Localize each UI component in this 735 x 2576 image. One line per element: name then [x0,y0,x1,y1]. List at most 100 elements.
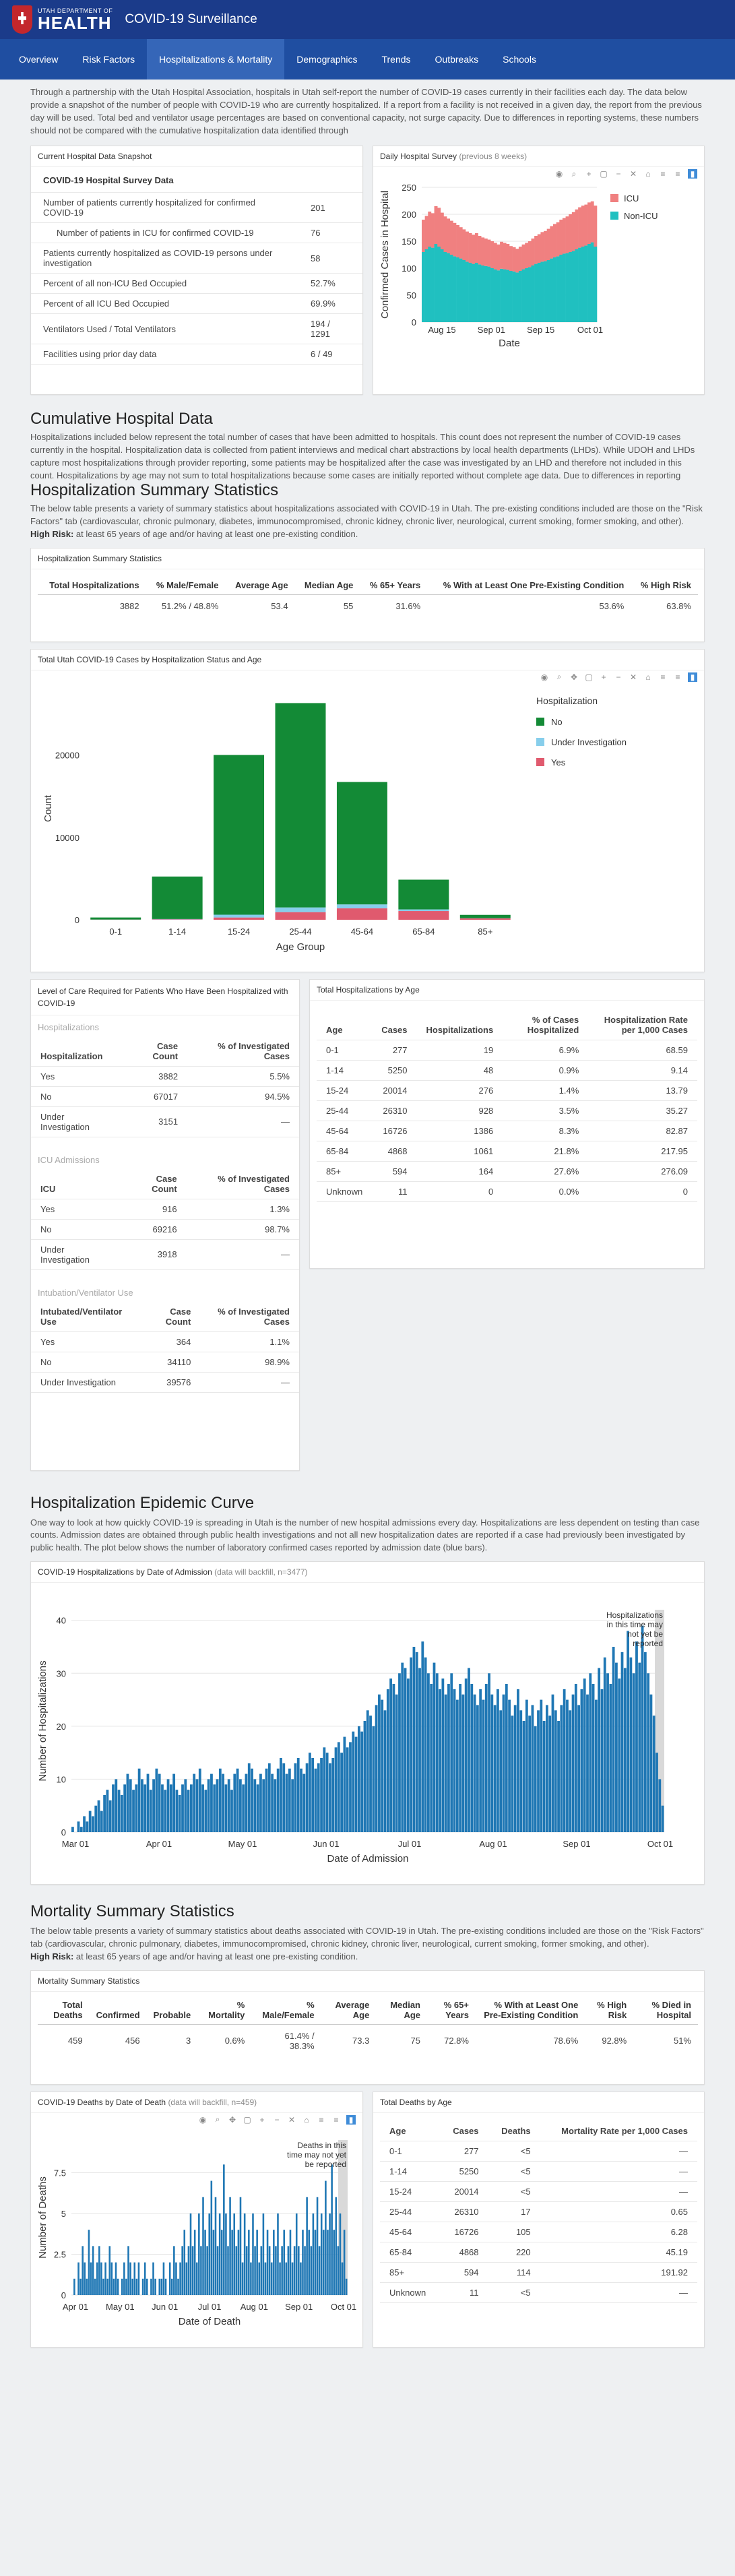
mortality-summary-table: Total Deaths Confirmed Probable% Mortality… [38,1995,698,2057]
tab-schools[interactable]: Schools [503,54,536,65]
hosp-summary-table-title: Hospitalization Summary Statistics [31,548,704,569]
camera-icon[interactable]: ◉ [199,2114,207,2125]
data-bar [589,1673,592,1833]
data-bar [433,1662,436,1833]
non-icu-bar [559,255,563,322]
legend-label: Yes [551,757,566,767]
home-icon[interactable]: ⌂ [304,2114,309,2125]
snapshot-table: Number of patients currently hospitalize… [31,193,362,365]
non-icu-bar [544,261,548,322]
snapshot-row-value: 76 [298,222,362,243]
minus-icon[interactable]: − [616,672,621,682]
tab-demographics[interactable]: Demographics [296,54,358,65]
plotly-logo-icon[interactable]: ▮ [346,2114,356,2125]
data-bar [86,2278,88,2295]
camera-icon[interactable]: ◉ [555,169,563,179]
data-bar [314,1768,317,1833]
zoom-icon[interactable]: ⌕ [571,168,577,179]
x-tick-label: Aug 01 [479,1839,507,1849]
data-bar [123,2262,125,2295]
non-icu-bar [503,269,507,322]
plotly-logo-icon[interactable]: ▮ [688,169,697,179]
column-header: Hospitalizations [416,1009,503,1040]
logo-text[interactable]: UTAH DEPARTMENT OF HEALTH [38,7,113,32]
data-bar [306,2197,308,2295]
table-row: 15-24 20014 <5— [380,2181,697,2202]
bar-yes [398,910,449,920]
table-cell: 75 [410,2036,420,2046]
table-cell: No [31,1219,122,1240]
pan-icon[interactable]: ⌂ [645,169,651,179]
spike-icon[interactable]: ≡ [319,2114,324,2125]
legend-swatch [536,757,544,766]
data-bar [612,1647,615,1833]
compare-icon[interactable]: ≡ [675,672,680,682]
data-bar [360,1731,364,1833]
box-icon[interactable]: ▢ [585,672,593,682]
compare-icon[interactable]: ≡ [333,2114,339,2125]
data-bar [254,2245,256,2295]
data-bar [241,2262,244,2295]
table-row: 85+ 594 114 191.92 [380,2262,697,2283]
plus-icon[interactable]: + [586,169,592,179]
box-icon[interactable]: ▢ [243,2114,251,2125]
data-bar [427,1673,430,1833]
tab-risk-factors[interactable]: Risk Factors [82,54,135,65]
tab-overview[interactable]: Overview [19,54,59,65]
minus-icon[interactable]: − [274,2114,280,2125]
data-bar [178,1795,181,1833]
compare-icon[interactable]: ≡ [675,169,680,179]
autoscale-icon[interactable]: ✕ [288,2114,296,2125]
utah-health-logo-icon[interactable] [12,5,32,34]
minus-icon[interactable]: − [616,169,621,179]
x-tick-label: Sep 01 [285,2302,313,2312]
table-cell: 67017 [123,1086,188,1107]
autoscale-icon[interactable]: ✕ [629,672,637,682]
table-row: 45-64 16726 1386 8.3% 82.87 [317,1121,697,1141]
spike-icon[interactable]: ≡ [660,169,666,179]
tab-hospitalizations-mortality[interactable]: Hospitalizations & Mortality [147,39,285,80]
data-bar [212,2229,215,2295]
data-bar [231,2229,233,2295]
plus-icon[interactable]: + [259,2114,265,2125]
spike-icon[interactable]: ≡ [660,672,666,682]
data-bar [123,1784,127,1833]
table-cell: 26310 [372,1100,417,1121]
tab-outbreaks[interactable]: Outbreaks [435,54,479,65]
level-of-care-table: ICU Case Count% of Investigated Cases Yes 9… [31,1168,299,1270]
table-cell: 4868 [372,1141,417,1162]
zoom-icon[interactable]: ⌕ [215,2114,220,2125]
x-tick-label: May 01 [228,1839,257,1849]
data-bar [482,1699,485,1833]
icu-bar [456,225,460,257]
column-header: % High Risk [585,1995,634,2025]
bar-no [275,702,326,908]
x-tick-label: Oct 01 [647,1839,673,1849]
data-bar [262,1779,265,1833]
pan-icon[interactable]: ✥ [570,672,578,682]
camera-icon[interactable]: ◉ [540,672,548,682]
data-bar [92,1816,94,1833]
table-cell: 4868 [439,2242,488,2263]
zoom-icon[interactable]: ⌕ [556,672,562,682]
plotly-logo-icon[interactable]: ▮ [688,672,697,682]
box-icon[interactable]: ▢ [600,169,608,179]
y-tick-label: 100 [402,263,416,274]
table-cell: 45-64 [317,1121,373,1141]
table-cell: 114 [488,2262,540,2283]
icu-bar [434,206,438,244]
table-cell: 45-64 [380,2222,440,2242]
icu-bar [453,222,457,257]
data-bar [398,1673,401,1833]
data-bar [386,1689,389,1833]
tab-trends[interactable]: Trends [381,54,411,65]
non-icu-bar [434,244,438,322]
column-header: Confirmed [89,1995,147,2025]
home-icon[interactable]: ⌂ [645,672,651,682]
table-cell: 217.95 [588,1141,697,1162]
autoscale-icon[interactable]: ✕ [629,169,637,179]
data-bar [158,1773,161,1833]
plus-icon[interactable]: + [601,672,606,682]
data-bar [546,1705,548,1833]
pan-icon[interactable]: ✥ [228,2114,236,2125]
